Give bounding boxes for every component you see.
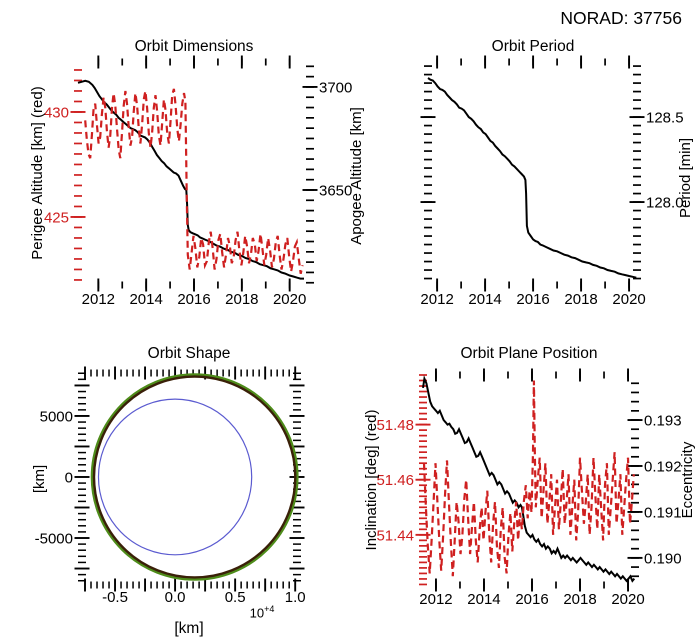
panel-orbit-period: 2012 2014 2016 2018 2020 128.0 128.5 xyxy=(420,55,684,308)
x-tick-label: 2012 xyxy=(82,291,115,308)
inclination-axis-label: Inclination [deg] (red) xyxy=(363,409,380,551)
eccentricity-series xyxy=(422,375,636,583)
period-series xyxy=(427,77,637,279)
orbit-ellipse-outer xyxy=(90,373,299,581)
y-tick-label: 51.48 xyxy=(376,417,414,434)
y-tick-label: 3700 xyxy=(319,79,352,96)
earth-circle xyxy=(97,398,253,556)
y-tick-label: -5000 xyxy=(35,531,73,548)
inclination-series xyxy=(422,380,635,577)
y-tick-label: 128.5 xyxy=(646,110,684,127)
y-tick-label: 0.193 xyxy=(644,413,682,430)
y-tick-label: 425 xyxy=(44,209,69,226)
period-axis-label: Period [min] xyxy=(677,137,694,219)
y-tick-label: 5000 xyxy=(40,408,73,425)
x-tick-label: 2020 xyxy=(273,291,306,308)
y-tick-label: 0.190 xyxy=(644,550,682,567)
x-tick-label: 2018 xyxy=(564,291,597,308)
x-tick-label: 2012 xyxy=(419,591,452,608)
perigee-altitude-series xyxy=(84,88,304,274)
y-tick-label: 0 xyxy=(65,469,73,486)
eccentricity-axis-label: Eccentricity xyxy=(679,441,696,519)
panel-title-orbit-dimensions: Orbit Dimensions xyxy=(134,38,254,55)
x-tick-label: 2016 xyxy=(516,291,549,308)
x-tick-label: 2018 xyxy=(563,591,596,608)
orbit-ellipse xyxy=(92,375,297,579)
shape-x-axis-label: [km] xyxy=(174,620,204,637)
y-tick-label: 128.0 xyxy=(646,195,684,212)
x-tick-label: 2020 xyxy=(612,291,645,308)
y-tick-label: 0.192 xyxy=(644,458,682,475)
x-tick-label: 2014 xyxy=(467,591,500,608)
x-tick-label: 1.0 xyxy=(285,589,306,606)
x-axis-multiplier: 10+4 xyxy=(249,604,275,621)
y-tick-label: 51.46 xyxy=(376,472,414,489)
panel-orbit-dimensions: 2012 2014 2016 2018 2020 425 430 3650 3700 xyxy=(44,55,352,308)
panel-orbit-shape: -0.5 0.0 0.5 1.0 5000 0 -5000 xyxy=(35,366,306,606)
y-tick-label: 0.191 xyxy=(644,504,682,521)
x-tick-label: 0.5 xyxy=(225,589,246,606)
norad-id: NORAD: 37756 xyxy=(560,8,682,28)
x-tick-label: 2016 xyxy=(177,291,210,308)
y-tick-label: 430 xyxy=(44,104,69,121)
x-tick-label: -0.5 xyxy=(102,589,128,606)
x-tick-label: 2012 xyxy=(420,291,453,308)
x-tick-label: 2020 xyxy=(611,591,644,608)
panel-title-orbit-period: Orbit Period xyxy=(491,38,575,55)
perigee-axis-label: Perigee Altitude [km] (red) xyxy=(29,86,46,260)
panel-orbit-plane-position: 2012 2014 2016 2018 2020 51.44 51.46 51.48 0.190… xyxy=(376,368,682,608)
apogee-altitude-series xyxy=(77,79,304,280)
x-tick-label: 2014 xyxy=(129,291,162,308)
x-tick-label: 0.0 xyxy=(165,589,186,606)
shape-y-axis-label: [km] xyxy=(31,464,48,494)
apogee-axis-label: Apogee Altitude [km] xyxy=(348,107,365,245)
x-tick-label: 2016 xyxy=(515,591,548,608)
x-tick-label: 2018 xyxy=(225,291,258,308)
panel-title-orbit-plane-position: Orbit Plane Position xyxy=(460,345,598,362)
panel-title-orbit-shape: Orbit Shape xyxy=(147,345,231,362)
y-tick-label: 3650 xyxy=(319,182,352,199)
y-tick-label: 51.44 xyxy=(376,527,414,544)
x-tick-label: 2014 xyxy=(468,291,501,308)
